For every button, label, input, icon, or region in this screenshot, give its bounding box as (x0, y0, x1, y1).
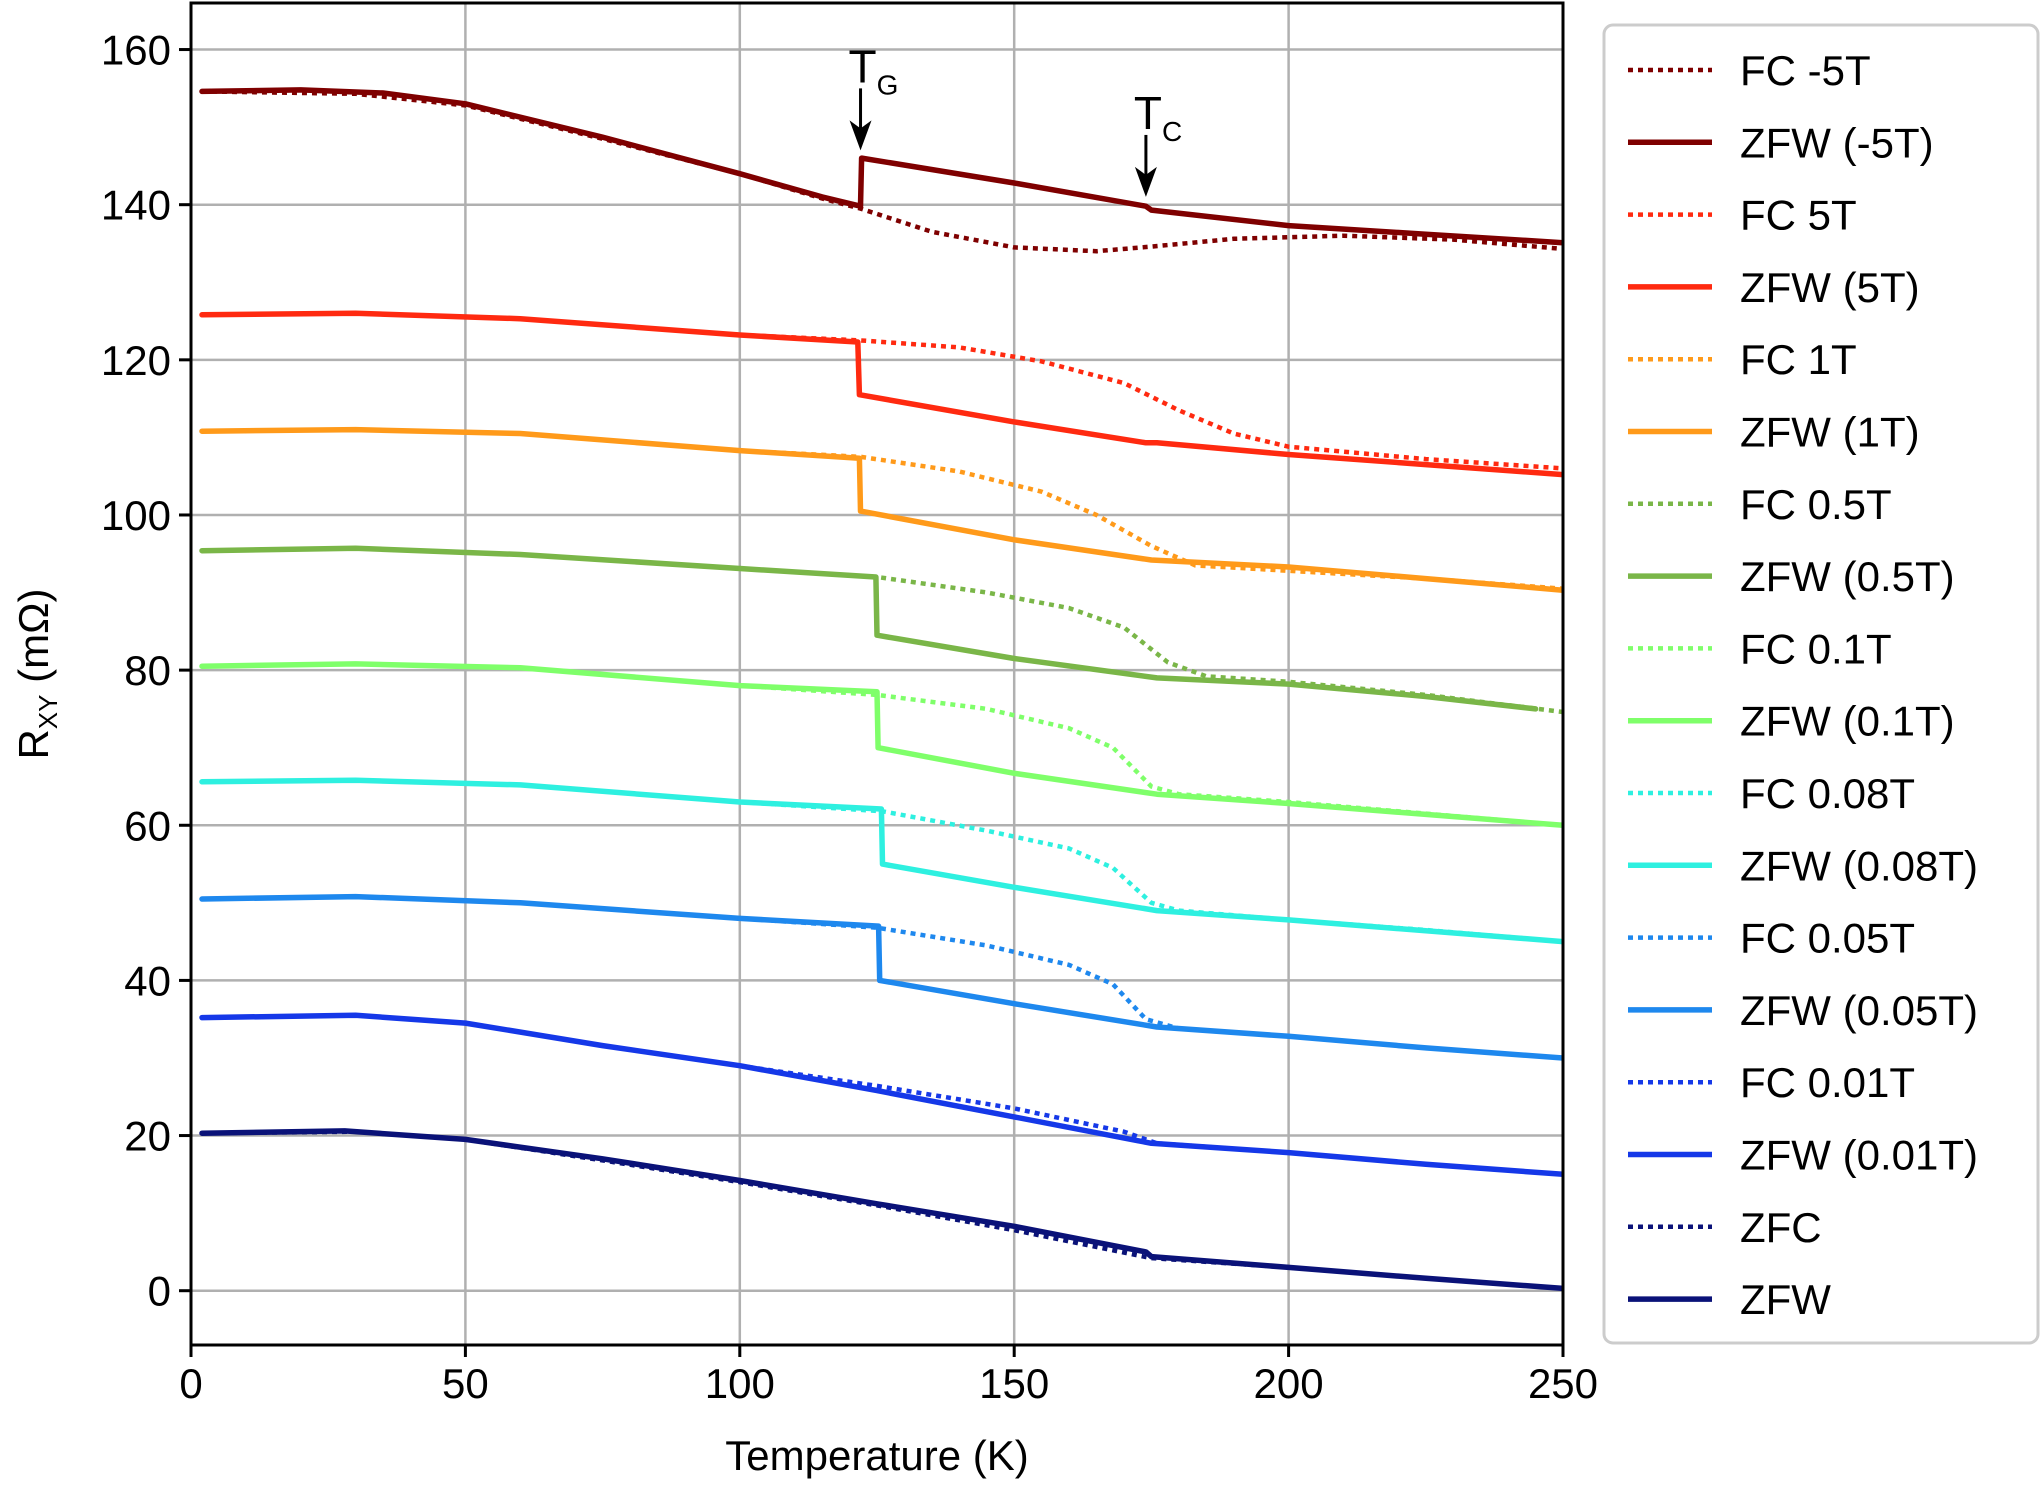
legend-label: ZFW (0.1T) (1740, 698, 1955, 745)
x-tick-label: 0 (179, 1360, 202, 1407)
axis-ticks: 0 50 100 150 200 250 0 20 40 60 80 100 120 140 160 (101, 27, 1598, 1407)
y-axis-label-unit: (mΩ) (10, 588, 57, 694)
series-line-fc-5t (201, 311, 1563, 471)
legend-label: FC 0.05T (1740, 915, 1915, 962)
series-line-zfw-0-1t (199, 661, 1563, 829)
y-tick-label: 140 (101, 182, 171, 229)
x-tick-label: 100 (705, 1360, 775, 1407)
y-tick-label: 20 (124, 1113, 171, 1160)
y-tick-label: 120 (101, 337, 171, 384)
y-tick-label: 100 (101, 492, 171, 539)
series-line-zfw-5t (199, 310, 1563, 478)
y-axis-label-sub: XY (33, 695, 63, 730)
legend-label: ZFC (1740, 1204, 1822, 1251)
x-tick-label: 200 (1254, 1360, 1324, 1407)
legend-box (1602, 23, 2040, 1345)
legend: FC -5T ZFW (-5T) FC 5T ZFW (5T) FC 1T ZFW (1T… (1628, 47, 1978, 1323)
y-tick-label: 40 (124, 957, 171, 1004)
legend-label: FC 0.5T (1740, 481, 1892, 528)
legend-label: ZFW (0.01T) (1740, 1132, 1978, 1179)
legend-label: FC 0.1T (1740, 625, 1892, 672)
series-line-fc-0-01t (201, 1013, 1563, 1177)
annotation-label-g: TG (849, 40, 899, 100)
annotation-label-c: TC (1134, 87, 1182, 147)
series-line-fc-1t (201, 427, 1563, 591)
series-line-zfw-5t (199, 87, 1563, 246)
y-tick-label: 60 (124, 802, 171, 849)
legend-label: ZFW (1740, 1276, 1831, 1323)
series-line-fc-0-05t (201, 894, 1563, 1061)
annotation-main: T (849, 40, 877, 92)
legend-label: ZFW (1T) (1740, 409, 1920, 456)
x-axis-label: Temperature (K) (725, 1432, 1028, 1479)
series-line-zfw-0-5t (199, 545, 1539, 712)
legend-label: FC 5T (1740, 192, 1857, 239)
y-axis-label: RXY (mΩ) (10, 588, 63, 759)
series-line-zfw-1t (199, 426, 1563, 593)
y-tick-label: 80 (124, 647, 171, 694)
plot-frame (189, 1, 1565, 1347)
series-line-zfw-0-08t (199, 777, 1563, 945)
x-tick-label: 50 (442, 1360, 489, 1407)
series-lines (199, 87, 1563, 1292)
series-line-zfc (201, 1129, 1563, 1291)
grid-lines (189, 3, 1565, 1345)
series-line-fc-5t (201, 89, 1563, 254)
series-line-fc-0-5t (201, 546, 1563, 715)
legend-label: FC 1T (1740, 336, 1857, 383)
annotation-arrow-head (849, 120, 872, 151)
x-tick-label: 250 (1528, 1360, 1598, 1407)
y-axis-label-main: R (10, 729, 57, 759)
legend-label: FC -5T (1740, 47, 1871, 94)
y-tick-label: 160 (101, 27, 171, 74)
series-line-zfw-0-05t (199, 893, 1563, 1061)
legend-label: FC 0.08T (1740, 770, 1915, 817)
annotation-arrow-head (1134, 166, 1157, 197)
annotation-sub: C (1162, 116, 1182, 147)
legend-label: FC 0.01T (1740, 1059, 1915, 1106)
annotation-sub: G (877, 69, 899, 100)
legend-label: ZFW (0.5T) (1740, 553, 1955, 600)
y-tick-label: 0 (148, 1268, 171, 1315)
series-line-zfw (199, 1128, 1563, 1292)
x-tick-label: 150 (979, 1360, 1049, 1407)
annotation-main: T (1134, 87, 1162, 139)
legend-label: ZFW (0.08T) (1740, 842, 1978, 889)
legend-label: ZFW (5T) (1740, 264, 1920, 311)
legend-label: ZFW (0.05T) (1740, 987, 1978, 1034)
legend-label: ZFW (-5T) (1740, 119, 1934, 166)
series-line-zfw-0-01t (199, 1012, 1563, 1178)
